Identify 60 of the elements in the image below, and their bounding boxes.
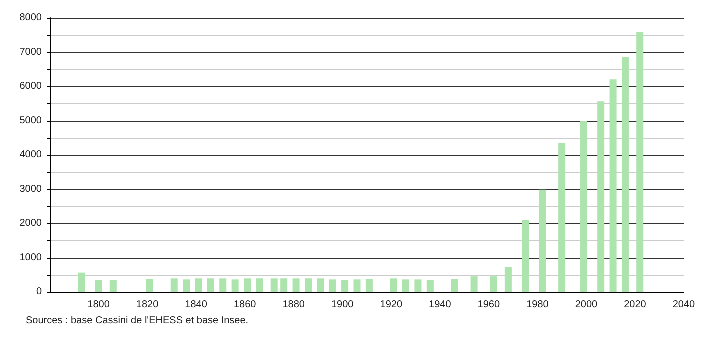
bar — [598, 102, 605, 292]
bar — [170, 278, 178, 292]
y-tick-label: 6000 — [20, 81, 42, 92]
bar — [490, 276, 498, 292]
x-tick-label: 1840 — [185, 300, 208, 310]
bar — [451, 278, 458, 292]
bar — [390, 278, 398, 292]
y-tick-label: 3000 — [20, 184, 42, 195]
bar — [292, 278, 300, 292]
x-tick-label: 2000 — [575, 300, 598, 310]
x-tick-label: 1860 — [234, 300, 257, 310]
y-tick-label: 4000 — [20, 150, 42, 160]
bar — [270, 278, 278, 292]
bar — [342, 280, 349, 292]
y-tick-label: 7000 — [20, 46, 42, 58]
bar — [110, 280, 117, 292]
bar — [522, 220, 529, 292]
bar — [95, 280, 102, 292]
y-tick-label: 5000 — [20, 115, 42, 126]
bar — [610, 80, 617, 292]
bar — [470, 276, 478, 292]
source-note: Sources : base Cassini de l'EHESS et base Insee. — [26, 316, 249, 326]
bar — [244, 278, 252, 292]
bar — [504, 267, 512, 292]
x-tick-label: 1940 — [429, 300, 452, 310]
y-tick-label: 2000 — [20, 218, 42, 229]
bar — [580, 121, 588, 292]
x-tick-label: 2020 — [624, 300, 647, 310]
bar — [402, 280, 410, 292]
x-tick-label: 1800 — [88, 300, 110, 310]
bar — [280, 278, 288, 292]
bar — [146, 278, 154, 292]
x-tick-label: 1820 — [136, 300, 160, 310]
bar — [207, 278, 214, 292]
x-tick-label: 1900 — [331, 300, 354, 310]
bar — [366, 278, 373, 292]
x-tick-label: 1920 — [380, 300, 403, 310]
bar — [317, 278, 324, 292]
bar — [622, 57, 629, 292]
bar — [354, 280, 361, 292]
bar — [636, 32, 644, 292]
bar — [426, 280, 434, 292]
bar — [414, 280, 422, 292]
bar — [256, 278, 264, 292]
bar — [78, 272, 86, 292]
x-tick-label: 2040 — [672, 300, 696, 310]
bar — [220, 278, 227, 292]
x-tick-label: 1960 — [478, 300, 500, 310]
bar — [183, 280, 190, 292]
y-tick-label: 0 — [36, 286, 42, 298]
bar — [304, 278, 312, 292]
bar — [195, 278, 202, 292]
y-tick-label: 1000 — [20, 252, 42, 264]
bar — [558, 143, 566, 292]
x-tick-label: 1880 — [282, 300, 306, 310]
bar — [539, 190, 546, 292]
bar — [232, 280, 239, 292]
bar — [329, 280, 336, 292]
x-tick-label: 1980 — [526, 300, 550, 310]
y-tick-label: 8000 — [20, 12, 42, 24]
